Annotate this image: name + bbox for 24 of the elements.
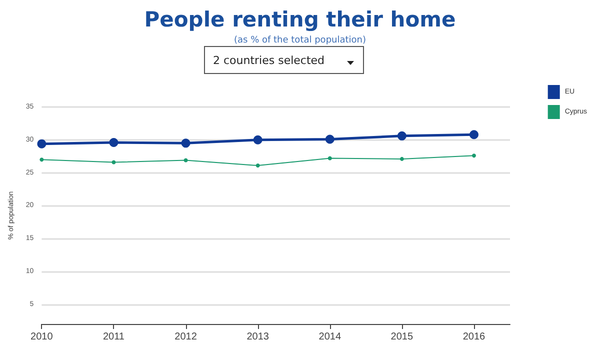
x-tick-label: 2013 bbox=[246, 332, 270, 342]
point bbox=[400, 156, 404, 161]
x-tick-label: 2014 bbox=[318, 332, 342, 342]
chart-subtitle: (as % of the total population) bbox=[234, 36, 366, 46]
point bbox=[469, 130, 478, 140]
point bbox=[256, 164, 260, 168]
point bbox=[109, 138, 118, 148]
point bbox=[328, 156, 332, 160]
x-tick-label: 2016 bbox=[462, 332, 486, 342]
dropdown-field: 2 countries selected bbox=[204, 46, 364, 74]
point bbox=[40, 158, 44, 162]
x-tick-label: 2010 bbox=[30, 332, 54, 342]
point bbox=[37, 139, 46, 148]
point bbox=[181, 138, 190, 148]
point bbox=[472, 154, 476, 158]
chart-title: People renting their home bbox=[144, 8, 456, 32]
x-tick-label: 2011 bbox=[102, 332, 125, 342]
point bbox=[184, 158, 188, 162]
point bbox=[397, 131, 406, 140]
point bbox=[112, 160, 116, 164]
x-tick-label: 2012 bbox=[174, 332, 198, 342]
x-tick-label: 2015 bbox=[390, 332, 414, 342]
point bbox=[253, 135, 262, 144]
point bbox=[325, 134, 334, 144]
